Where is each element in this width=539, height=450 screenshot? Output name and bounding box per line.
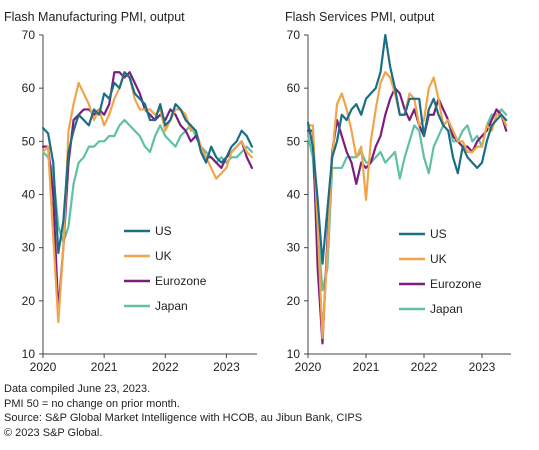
y-tick-label: 40: [22, 188, 36, 202]
series-line-japan: [41, 118, 254, 244]
x-tick-label: 2023: [213, 360, 240, 374]
y-tick-label: 30: [287, 241, 301, 255]
y-tick-label: 70: [22, 28, 36, 42]
x-tick-label: 2020: [295, 360, 322, 374]
legend-label-us: US: [430, 227, 447, 241]
chart-title: Flash Services PMI, output: [285, 10, 435, 24]
manufacturing-pmi-panel: Flash Manufacturing PMI, output 10 20 30 40 5…: [4, 10, 257, 374]
series-line-japan: [306, 108, 508, 292]
footnote-source: Source: S&P Global Market Intelligence w…: [4, 412, 363, 424]
series-line-eurozone: [306, 87, 508, 345]
y-tick-label: 10: [22, 347, 36, 361]
legend-label-japan: Japan: [155, 299, 188, 313]
footnote-date: Data compiled June 23, 2023.: [4, 383, 151, 395]
y-tick-label: 40: [287, 188, 301, 202]
x-tick-label: 2023: [469, 360, 496, 374]
x-tick-label: 2021: [353, 360, 380, 374]
x-tick-label: 2022: [152, 360, 179, 374]
series-line-us: [306, 33, 508, 265]
legend-label-us: US: [155, 224, 172, 238]
y-tick-label: 20: [22, 294, 36, 308]
legend-label-eurozone: Eurozone: [155, 274, 207, 288]
series-line-us: [41, 71, 254, 255]
y-tick-label: 60: [22, 81, 36, 95]
y-tick-label: 70: [287, 28, 301, 42]
y-tick-label: 50: [22, 134, 36, 148]
legend-label-eurozone: Eurozone: [430, 277, 482, 291]
footnote-pmi-note: PMI 50 = no change on prior month.: [4, 397, 180, 410]
x-tick-label: 2021: [91, 360, 118, 374]
y-tick-label: 10: [287, 347, 301, 361]
x-tick-label: 2022: [411, 360, 438, 374]
legend-label-uk: UK: [155, 249, 172, 263]
y-tick-label: 50: [287, 134, 301, 148]
legend-label-uk: UK: [430, 252, 447, 266]
legend-label-japan: Japan: [430, 302, 463, 316]
services-pmi-panel: Flash Services PMI, output 10 20 30 40 50 60 70…: [285, 10, 511, 374]
y-tick-label: 30: [22, 241, 36, 255]
chart-title: Flash Manufacturing PMI, output: [4, 10, 185, 24]
footnote-copyright: © 2023 S&P Global.: [4, 426, 103, 439]
series-line-eurozone: [41, 71, 254, 313]
y-tick-label: 20: [287, 294, 301, 308]
x-tick-label: 2020: [30, 360, 57, 374]
y-tick-label: 60: [287, 81, 301, 95]
footnotes: Data compiled June 23, 2023. PMI 50 = no…: [4, 382, 362, 440]
